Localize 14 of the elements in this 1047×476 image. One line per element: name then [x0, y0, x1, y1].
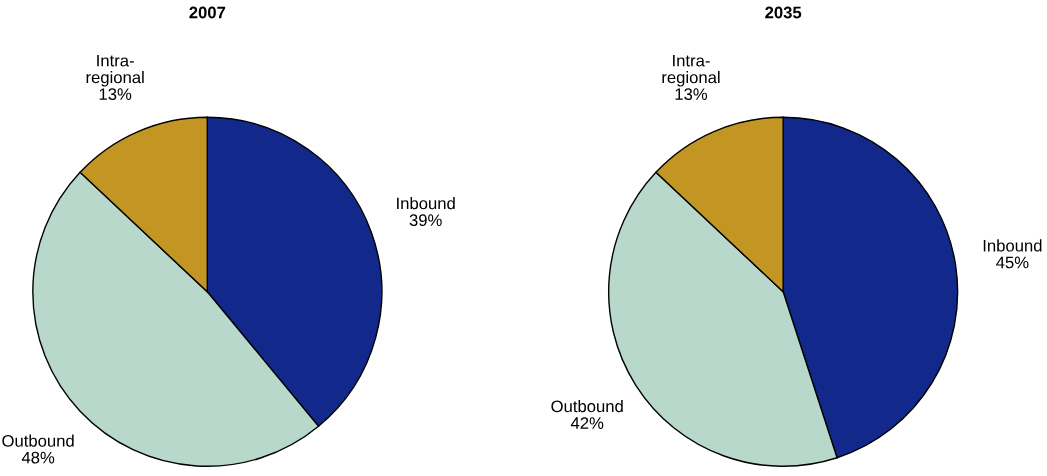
data-label: 42% [570, 417, 604, 429]
data-label: 45% [996, 256, 1029, 269]
slice-label: Inbound [983, 239, 1042, 252]
slice-label: Intra- regional [662, 54, 720, 87]
data-label: 48% [21, 451, 55, 464]
slice-label: Intra- regional [86, 54, 144, 87]
data-label: 13% [99, 88, 132, 101]
chart-title: 2007 [189, 6, 226, 19]
slice-label: Outbound [551, 400, 623, 413]
slice-label: Inbound [397, 197, 455, 210]
chart-title: 2035 [765, 6, 802, 19]
data-label: 39% [409, 214, 442, 227]
data-label: 13% [675, 88, 708, 101]
slice-label: Outbound [2, 434, 74, 447]
